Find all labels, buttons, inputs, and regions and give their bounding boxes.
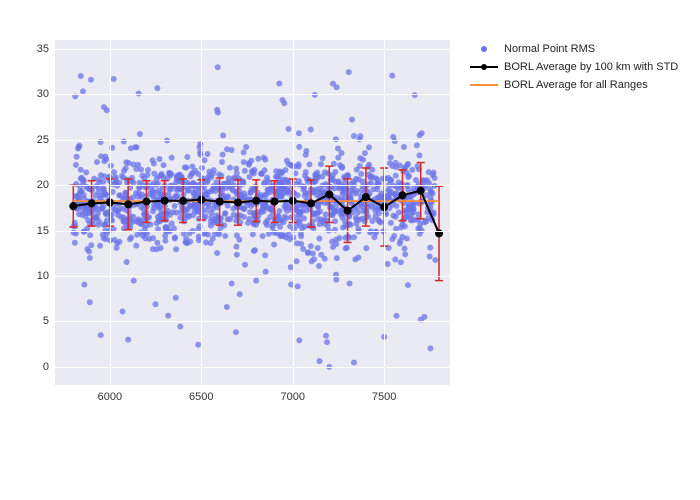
x-tick-label: 7500 [372,385,396,403]
grid-line-v [384,40,385,385]
grid-line-h [55,231,450,232]
grid-line-h [55,94,450,95]
grid-line-h [55,276,450,277]
grid-line-v [201,40,202,385]
chart-container: 051015202530356000650070007500 Normal Po… [0,0,700,500]
grid-line-h [55,49,450,50]
legend-swatch-scatter-icon [470,42,498,56]
legend-swatch-line-icon [470,78,498,92]
legend-label: BORL Average for all Ranges [504,79,648,91]
y-tick-label: 15 [37,225,55,237]
grid-line-h [55,321,450,322]
plot-area: 051015202530356000650070007500 [55,40,450,385]
y-tick-label: 35 [37,43,55,55]
grid-line-v [110,40,111,385]
chart-svg [55,40,450,385]
legend-label: Normal Point RMS [504,43,595,55]
legend-item-overall-line: BORL Average for all Ranges [470,76,678,94]
grid-line-h [55,185,450,186]
legend: Normal Point RMS BORL Average by 100 km … [470,40,678,94]
legend-item-scatter: Normal Point RMS [470,40,678,58]
y-tick-label: 10 [37,270,55,282]
x-tick-label: 6500 [189,385,213,403]
y-tick-label: 20 [37,179,55,191]
grid-line-h [55,140,450,141]
y-tick-label: 25 [37,134,55,146]
legend-label: BORL Average by 100 km with STD [504,61,678,73]
y-tick-label: 0 [43,361,55,373]
grid-line-v [293,40,294,385]
x-tick-label: 7000 [280,385,304,403]
y-tick-label: 30 [37,88,55,100]
y-tick-label: 5 [43,315,55,327]
legend-item-avg-line: BORL Average by 100 km with STD [470,58,678,76]
scatter-group [71,64,439,370]
grid-line-h [55,367,450,368]
x-tick-label: 6000 [98,385,122,403]
legend-swatch-line-marker-icon [470,60,498,74]
